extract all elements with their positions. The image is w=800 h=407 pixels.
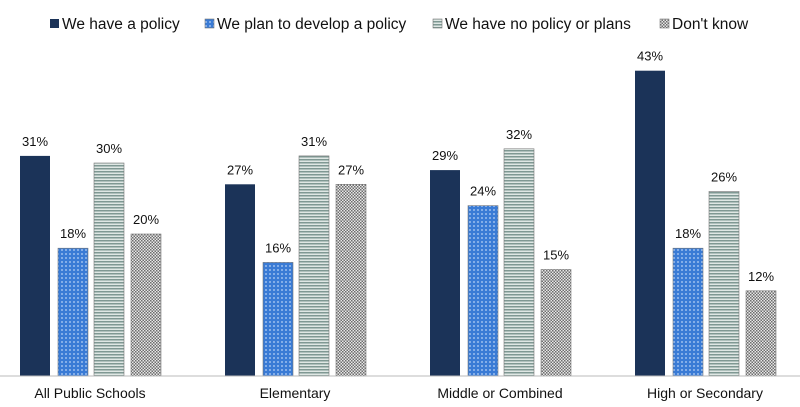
bar [540, 269, 572, 377]
bar [708, 191, 740, 377]
data-label: 31% [301, 134, 327, 149]
bar [745, 290, 777, 377]
data-label: 20% [133, 212, 159, 227]
legend-swatch [50, 19, 59, 28]
legend: We have a policy We plan to develop a pol… [50, 16, 749, 33]
x-tick-label: High or Secondary [647, 385, 763, 401]
bar [57, 247, 89, 377]
data-label: 24% [470, 184, 496, 199]
bar [635, 70, 665, 376]
data-label: 43% [637, 49, 663, 64]
legend-item: Don't know [659, 16, 749, 33]
data-label: 18% [60, 226, 86, 241]
bar [430, 170, 460, 376]
data-label: 15% [543, 248, 569, 263]
legend-label: We plan to develop a policy [217, 16, 407, 33]
data-label: 27% [227, 162, 253, 177]
legend-item: We have no policy or plans [432, 16, 631, 33]
bar [298, 155, 330, 377]
legend-swatch [659, 18, 670, 29]
data-label: 18% [675, 226, 701, 241]
bars: 31% 27% 29% 43% 18% 16% 24% 18% 30% 31% 32% 26% 20% 2… [20, 49, 777, 377]
legend-item: We have a policy [50, 16, 180, 33]
legend-label: We have no policy or plans [445, 16, 631, 33]
data-label: 16% [265, 240, 291, 255]
bar [335, 184, 367, 377]
data-label: 31% [22, 134, 48, 149]
bar [130, 233, 162, 377]
data-label: 30% [96, 141, 122, 156]
bar [262, 262, 294, 377]
legend-swatch [432, 18, 443, 29]
data-label: 26% [711, 169, 737, 184]
legend-label: We have a policy [62, 16, 180, 33]
data-label: 12% [748, 269, 774, 284]
x-tick-label: Elementary [260, 385, 331, 401]
x-tick-label: All Public Schools [34, 385, 145, 401]
bar [225, 184, 255, 376]
legend-item: We plan to develop a policy [204, 16, 407, 33]
x-tick-label: Middle or Combined [437, 385, 562, 401]
legend-swatch [204, 18, 215, 29]
data-label: 27% [338, 162, 364, 177]
bar [20, 155, 50, 376]
bar [467, 205, 499, 377]
bar [93, 162, 125, 377]
x-axis-labels: All Public Schools Elementary Middle or Co… [34, 385, 763, 401]
legend-label: Don't know [672, 16, 749, 33]
data-label: 29% [432, 148, 458, 163]
bar [503, 148, 535, 377]
data-label: 32% [506, 127, 532, 142]
bar [672, 247, 704, 377]
